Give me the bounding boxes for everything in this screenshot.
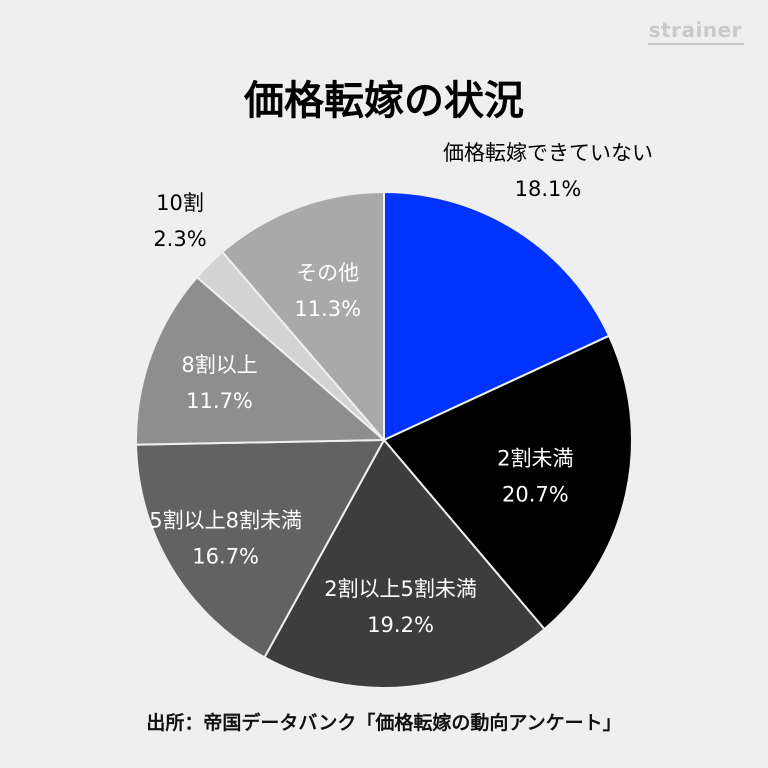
slice-label-0: 価格転嫁できていない	[443, 141, 653, 165]
pie-slice-0	[383, 190, 611, 442]
pie-slice-2	[263, 438, 546, 689]
slice-value-label-3: 16.7%	[192, 545, 259, 569]
slice-value-label-1: 20.7%	[502, 482, 569, 506]
brand-logo: strainer	[648, 18, 742, 42]
slice-label-6: その他	[296, 261, 359, 285]
slice-label-4: 8割以上	[181, 353, 257, 377]
slice-value-label-2: 19.2%	[367, 613, 434, 637]
chart-title: 価格転嫁の状況	[244, 78, 524, 124]
slice-label-3: 5割以上8割未満	[149, 509, 302, 533]
source-note: 出所：帝国データバンク「価格転嫁の動向アンケート」	[146, 712, 622, 734]
slice-value-label-0: 18.1%	[515, 177, 582, 201]
pie-slice-1	[382, 334, 633, 631]
slice-value-label-4: 11.7%	[186, 389, 253, 413]
slice-label-2: 2割以上5割未満	[324, 577, 477, 601]
slice-label-5: 10割	[156, 191, 204, 215]
pie-slice-3	[135, 438, 386, 659]
brand-underline	[648, 43, 744, 45]
slice-value-label-5: 2.3%	[153, 227, 206, 251]
slice-label-1: 2割未満	[497, 446, 573, 470]
pie-slice-4	[135, 275, 387, 446]
pie-slice-6	[220, 190, 385, 443]
slice-value-label-6: 11.3%	[294, 297, 361, 321]
